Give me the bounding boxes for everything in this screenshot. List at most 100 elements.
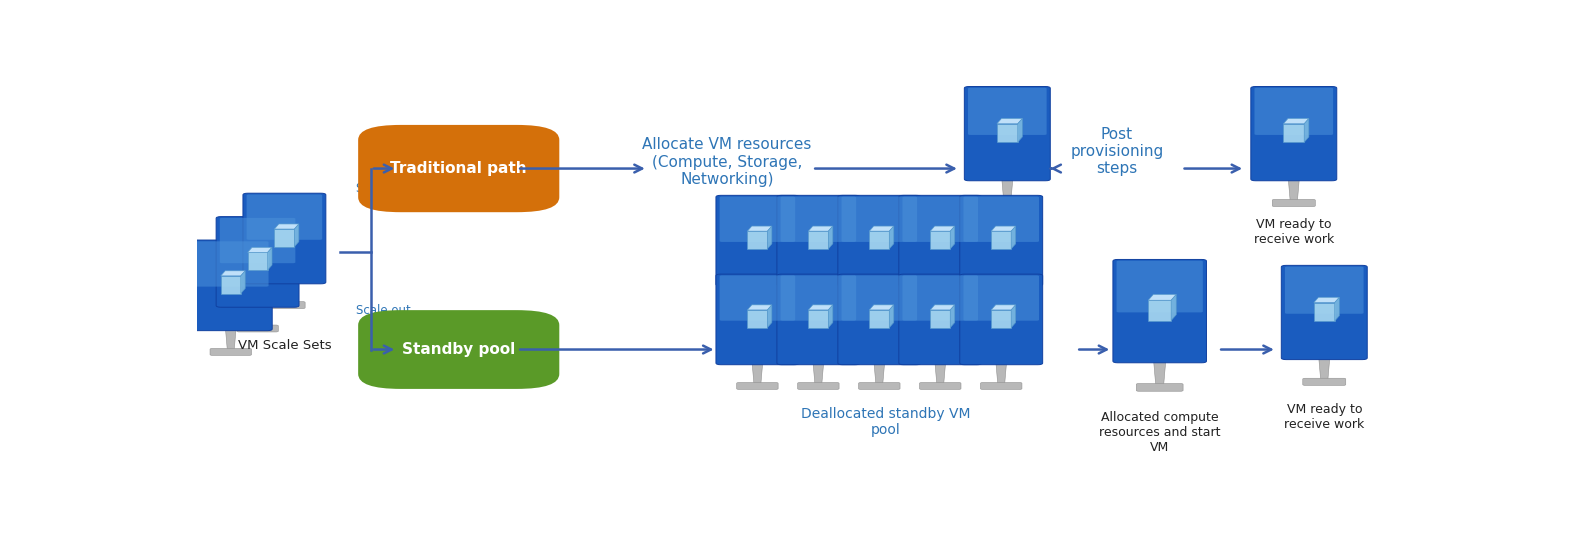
FancyBboxPatch shape xyxy=(1282,265,1367,359)
Polygon shape xyxy=(870,305,893,310)
Polygon shape xyxy=(950,226,955,249)
Polygon shape xyxy=(829,305,832,327)
Polygon shape xyxy=(1313,302,1335,321)
FancyBboxPatch shape xyxy=(1117,260,1203,312)
FancyBboxPatch shape xyxy=(189,240,272,331)
Polygon shape xyxy=(997,124,1018,142)
Polygon shape xyxy=(870,310,889,327)
Polygon shape xyxy=(996,363,1007,383)
Polygon shape xyxy=(247,247,272,253)
Polygon shape xyxy=(809,310,829,327)
FancyBboxPatch shape xyxy=(238,325,278,332)
Polygon shape xyxy=(889,226,893,249)
FancyBboxPatch shape xyxy=(264,301,305,309)
FancyBboxPatch shape xyxy=(842,197,917,242)
Polygon shape xyxy=(829,226,832,249)
Polygon shape xyxy=(1284,124,1304,142)
Polygon shape xyxy=(1335,298,1339,321)
Polygon shape xyxy=(1018,118,1022,142)
Polygon shape xyxy=(997,118,1022,124)
Polygon shape xyxy=(870,226,893,231)
Polygon shape xyxy=(294,224,299,247)
Text: Deallocated standby VM
pool: Deallocated standby VM pool xyxy=(801,407,971,437)
FancyBboxPatch shape xyxy=(220,218,296,263)
Polygon shape xyxy=(950,305,955,327)
Polygon shape xyxy=(889,305,893,327)
Polygon shape xyxy=(1313,298,1339,302)
Polygon shape xyxy=(274,224,299,229)
FancyBboxPatch shape xyxy=(359,125,560,212)
Polygon shape xyxy=(747,226,772,231)
Polygon shape xyxy=(991,310,1011,327)
FancyBboxPatch shape xyxy=(716,274,799,365)
FancyBboxPatch shape xyxy=(967,88,1046,135)
Polygon shape xyxy=(247,253,267,270)
Polygon shape xyxy=(930,310,950,327)
FancyBboxPatch shape xyxy=(842,275,917,321)
FancyBboxPatch shape xyxy=(211,348,252,356)
Polygon shape xyxy=(267,247,272,270)
Polygon shape xyxy=(934,363,945,383)
FancyBboxPatch shape xyxy=(838,274,920,365)
FancyBboxPatch shape xyxy=(920,304,961,311)
FancyBboxPatch shape xyxy=(960,195,1043,286)
FancyBboxPatch shape xyxy=(247,195,322,240)
FancyBboxPatch shape xyxy=(964,86,1051,181)
FancyBboxPatch shape xyxy=(898,274,982,365)
Text: VM created: VM created xyxy=(972,217,1043,231)
FancyBboxPatch shape xyxy=(898,195,982,286)
Polygon shape xyxy=(1172,294,1177,321)
Polygon shape xyxy=(813,363,824,383)
Text: Scale out
event: Scale out event xyxy=(355,182,411,210)
FancyBboxPatch shape xyxy=(359,310,560,389)
FancyBboxPatch shape xyxy=(242,193,326,284)
FancyBboxPatch shape xyxy=(963,197,1040,242)
Text: VM ready to
receive work: VM ready to receive work xyxy=(1284,403,1364,431)
FancyBboxPatch shape xyxy=(903,197,978,242)
FancyBboxPatch shape xyxy=(1114,259,1206,363)
FancyBboxPatch shape xyxy=(798,383,838,389)
Polygon shape xyxy=(747,305,772,310)
FancyBboxPatch shape xyxy=(960,274,1043,365)
Polygon shape xyxy=(1288,179,1299,200)
Polygon shape xyxy=(274,229,294,247)
Polygon shape xyxy=(1304,118,1309,142)
FancyBboxPatch shape xyxy=(780,275,856,321)
Polygon shape xyxy=(930,305,955,310)
Polygon shape xyxy=(1148,300,1172,321)
FancyBboxPatch shape xyxy=(980,304,1022,311)
FancyBboxPatch shape xyxy=(1302,378,1346,385)
FancyBboxPatch shape xyxy=(859,304,900,311)
FancyBboxPatch shape xyxy=(798,304,838,311)
Polygon shape xyxy=(768,305,772,327)
Text: Post
provisioning
steps: Post provisioning steps xyxy=(1070,127,1164,176)
FancyBboxPatch shape xyxy=(719,197,796,242)
Polygon shape xyxy=(768,226,772,249)
Polygon shape xyxy=(1002,179,1013,200)
FancyBboxPatch shape xyxy=(859,383,900,389)
Polygon shape xyxy=(991,226,1016,231)
Polygon shape xyxy=(1284,118,1309,124)
FancyBboxPatch shape xyxy=(716,195,799,286)
FancyBboxPatch shape xyxy=(719,275,796,321)
Polygon shape xyxy=(809,305,832,310)
Polygon shape xyxy=(241,271,245,294)
Polygon shape xyxy=(1153,361,1166,384)
Text: Traditional path: Traditional path xyxy=(390,161,527,176)
Polygon shape xyxy=(747,310,768,327)
FancyBboxPatch shape xyxy=(736,383,779,389)
Polygon shape xyxy=(1318,358,1329,379)
Polygon shape xyxy=(809,231,829,249)
Polygon shape xyxy=(752,363,763,383)
Polygon shape xyxy=(809,226,832,231)
Polygon shape xyxy=(991,305,1016,310)
FancyBboxPatch shape xyxy=(216,217,299,307)
Text: Allocated compute
resources and start
VM: Allocated compute resources and start VM xyxy=(1100,411,1221,454)
FancyBboxPatch shape xyxy=(963,275,1040,321)
Text: Allocate VM resources
(Compute, Storage,
Networking): Allocate VM resources (Compute, Storage,… xyxy=(642,137,812,187)
Polygon shape xyxy=(813,284,824,305)
FancyBboxPatch shape xyxy=(1273,200,1315,207)
FancyBboxPatch shape xyxy=(777,274,860,365)
FancyBboxPatch shape xyxy=(1285,267,1364,314)
Polygon shape xyxy=(220,271,245,276)
